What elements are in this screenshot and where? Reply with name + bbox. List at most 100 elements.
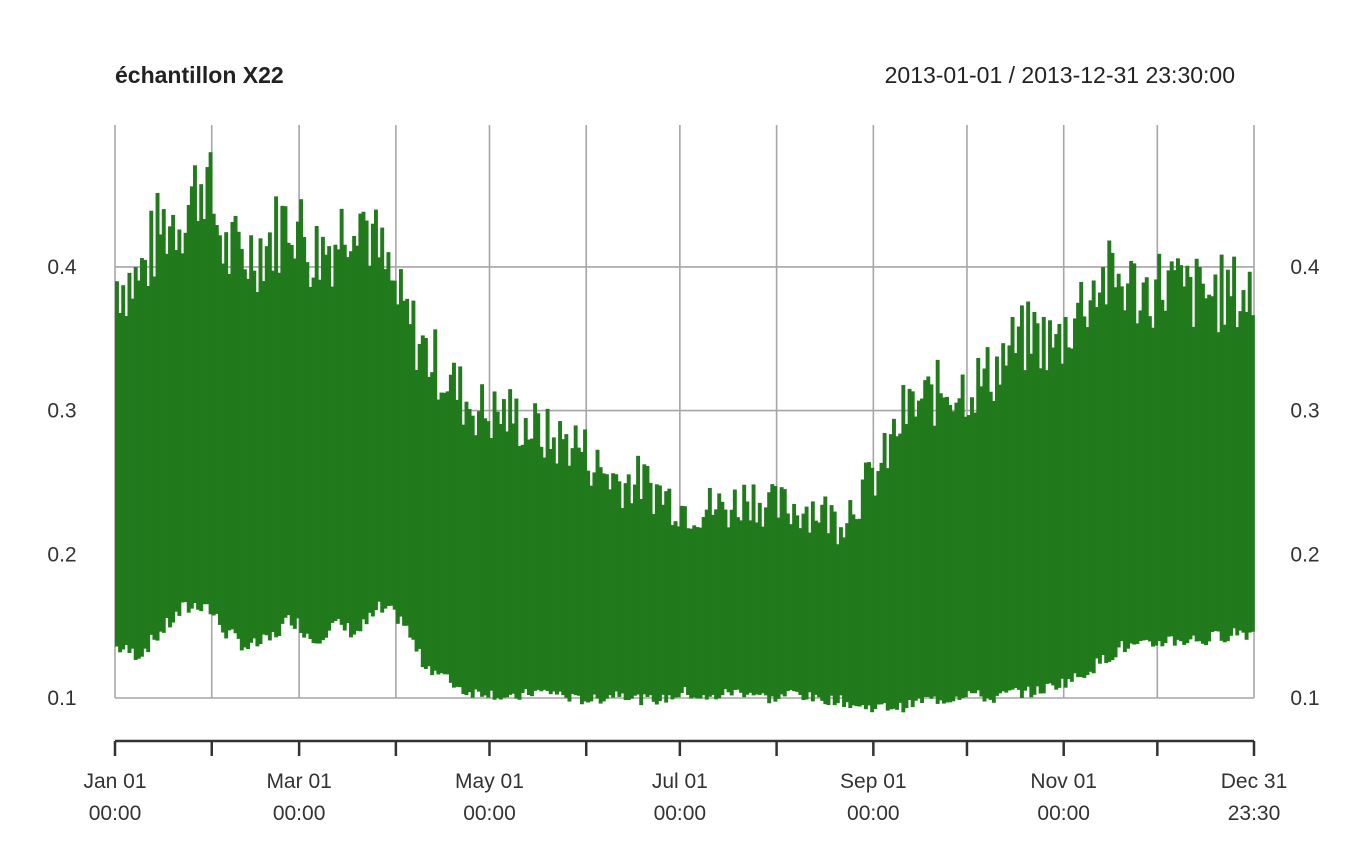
data-bar	[757, 502, 762, 695]
data-bar	[966, 415, 971, 692]
data-bar	[586, 470, 591, 703]
data-bar	[536, 413, 541, 690]
data-bar	[395, 304, 400, 624]
data-bar	[848, 500, 853, 709]
data-bar	[189, 186, 194, 609]
data-bar	[645, 465, 650, 697]
data-bar	[1122, 310, 1127, 653]
x-tick-label: Nov 01	[1030, 770, 1097, 793]
data-bar	[364, 220, 369, 625]
data-bar	[495, 411, 500, 698]
data-bar	[657, 485, 662, 702]
data-bar	[517, 446, 522, 700]
data-bar	[505, 431, 509, 698]
data-bar	[261, 281, 266, 635]
data-bar	[1147, 316, 1152, 642]
data-bar	[1066, 347, 1071, 680]
data-bar	[561, 439, 566, 696]
data-bar	[136, 280, 141, 659]
data-bar	[633, 484, 637, 696]
data-bar	[398, 269, 403, 617]
data-bar	[289, 244, 294, 626]
data-bar	[280, 205, 285, 624]
data-bar	[1204, 298, 1208, 646]
data-bar	[1166, 270, 1171, 637]
data-bar	[227, 274, 232, 631]
data-bar	[754, 522, 759, 695]
data-bar	[420, 335, 425, 668]
data-bar	[386, 252, 391, 606]
data-bar	[249, 235, 254, 643]
data-bar	[264, 246, 269, 636]
data-bar	[1004, 365, 1009, 693]
data-bar	[1116, 273, 1121, 648]
data-bar	[951, 411, 956, 702]
data-bar	[876, 471, 881, 705]
data-bar	[592, 472, 597, 695]
data-bar	[523, 418, 528, 690]
data-bar	[932, 425, 937, 697]
y-tick-label-left: 0.1	[47, 687, 76, 710]
data-bar	[158, 234, 163, 632]
data-bar	[910, 391, 915, 708]
data-bar	[1063, 317, 1068, 688]
data-bar	[542, 457, 547, 690]
data-bar	[1235, 327, 1240, 636]
data-bar	[835, 544, 840, 704]
data-bar	[832, 511, 837, 706]
data-bar	[186, 204, 191, 613]
data-bar	[735, 517, 740, 690]
data-bar	[427, 376, 431, 667]
data-bar	[1144, 277, 1149, 640]
data-bar	[470, 415, 475, 698]
data-bar	[511, 423, 516, 694]
data-bar	[817, 522, 822, 698]
data-bar	[461, 424, 466, 695]
data-bar	[838, 527, 843, 696]
data-bar	[330, 286, 335, 623]
data-bar	[679, 505, 684, 693]
data-bar	[1172, 270, 1177, 646]
data-bar	[963, 416, 968, 698]
data-bar	[1160, 299, 1165, 647]
data-bar	[486, 421, 491, 698]
data-bar	[1026, 301, 1031, 687]
data-bar	[1085, 327, 1090, 676]
data-bar	[339, 208, 344, 625]
data-bar	[193, 165, 197, 604]
data-bar	[196, 220, 201, 610]
x-tick-label-time: 00:00	[654, 802, 707, 825]
data-bar	[267, 232, 272, 641]
data-bar	[760, 526, 765, 694]
data-bar	[508, 389, 513, 695]
data-bar	[1107, 240, 1112, 662]
data-bar	[239, 248, 244, 651]
data-bar	[726, 527, 731, 693]
data-bar	[1016, 326, 1021, 690]
data-bar	[217, 235, 222, 625]
data-bar	[814, 520, 818, 695]
data-bar	[520, 444, 525, 693]
x-tick-label-time: 00:00	[847, 802, 900, 825]
data-bar	[514, 398, 519, 699]
data-bar	[776, 517, 781, 699]
data-bar	[820, 504, 825, 701]
data-bar	[1013, 353, 1018, 688]
data-bar	[1232, 256, 1237, 629]
data-bar	[707, 487, 712, 697]
data-bar	[695, 527, 700, 699]
data-bar	[870, 467, 875, 713]
x-tick-label: Mar 01	[266, 770, 331, 793]
data-bar	[717, 493, 722, 699]
data-bar	[608, 489, 612, 696]
data-bar	[923, 380, 928, 697]
data-bar	[1182, 286, 1187, 645]
data-bar	[1222, 324, 1227, 643]
data-bar	[205, 167, 210, 605]
data-bar	[1104, 304, 1109, 664]
data-bar	[1154, 279, 1159, 646]
data-bar	[901, 385, 906, 713]
data-bar	[1060, 363, 1065, 679]
y-tick-label-left: 0.3	[47, 400, 76, 423]
data-bar	[1054, 334, 1059, 690]
